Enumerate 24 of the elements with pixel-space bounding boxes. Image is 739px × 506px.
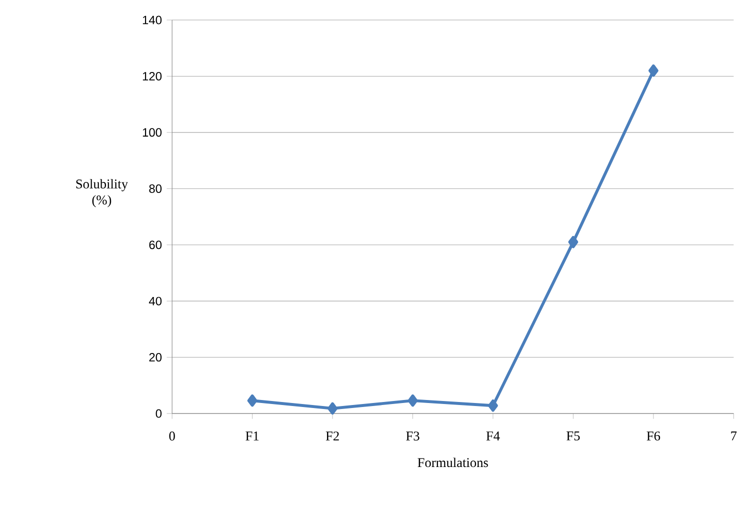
point (488, 400, 498, 412)
point (408, 394, 418, 407)
x-tick-label: F4 (486, 432, 500, 441)
x-tick-label: F6 (646, 432, 660, 441)
y-tick-label: 80 (149, 184, 162, 194)
x-tick-label: 0 (169, 432, 175, 441)
x-axis-title: Formulations (418, 458, 488, 468)
x-tick-label: F2 (326, 432, 339, 441)
y-axis-title: Solubility (%) (76, 179, 128, 208)
x-tick-label: 7 (731, 432, 737, 441)
y-tick-label: 140 (142, 16, 162, 24)
y-tick-label: 0 (156, 409, 162, 418)
y-tick-label: 120 (142, 72, 162, 81)
point (648, 64, 658, 77)
y-tick-label: 100 (142, 128, 162, 137)
y-tick-label: 20 (149, 353, 162, 362)
y-tick-label: 60 (149, 240, 162, 250)
point (247, 394, 258, 407)
x-tick-label: F1 (246, 432, 259, 441)
x-tick-label: F5 (566, 432, 580, 441)
x-tick-label: F3 (406, 432, 420, 441)
y-tick-label: 40 (148, 297, 162, 306)
point (328, 402, 338, 415)
point (568, 236, 578, 248)
